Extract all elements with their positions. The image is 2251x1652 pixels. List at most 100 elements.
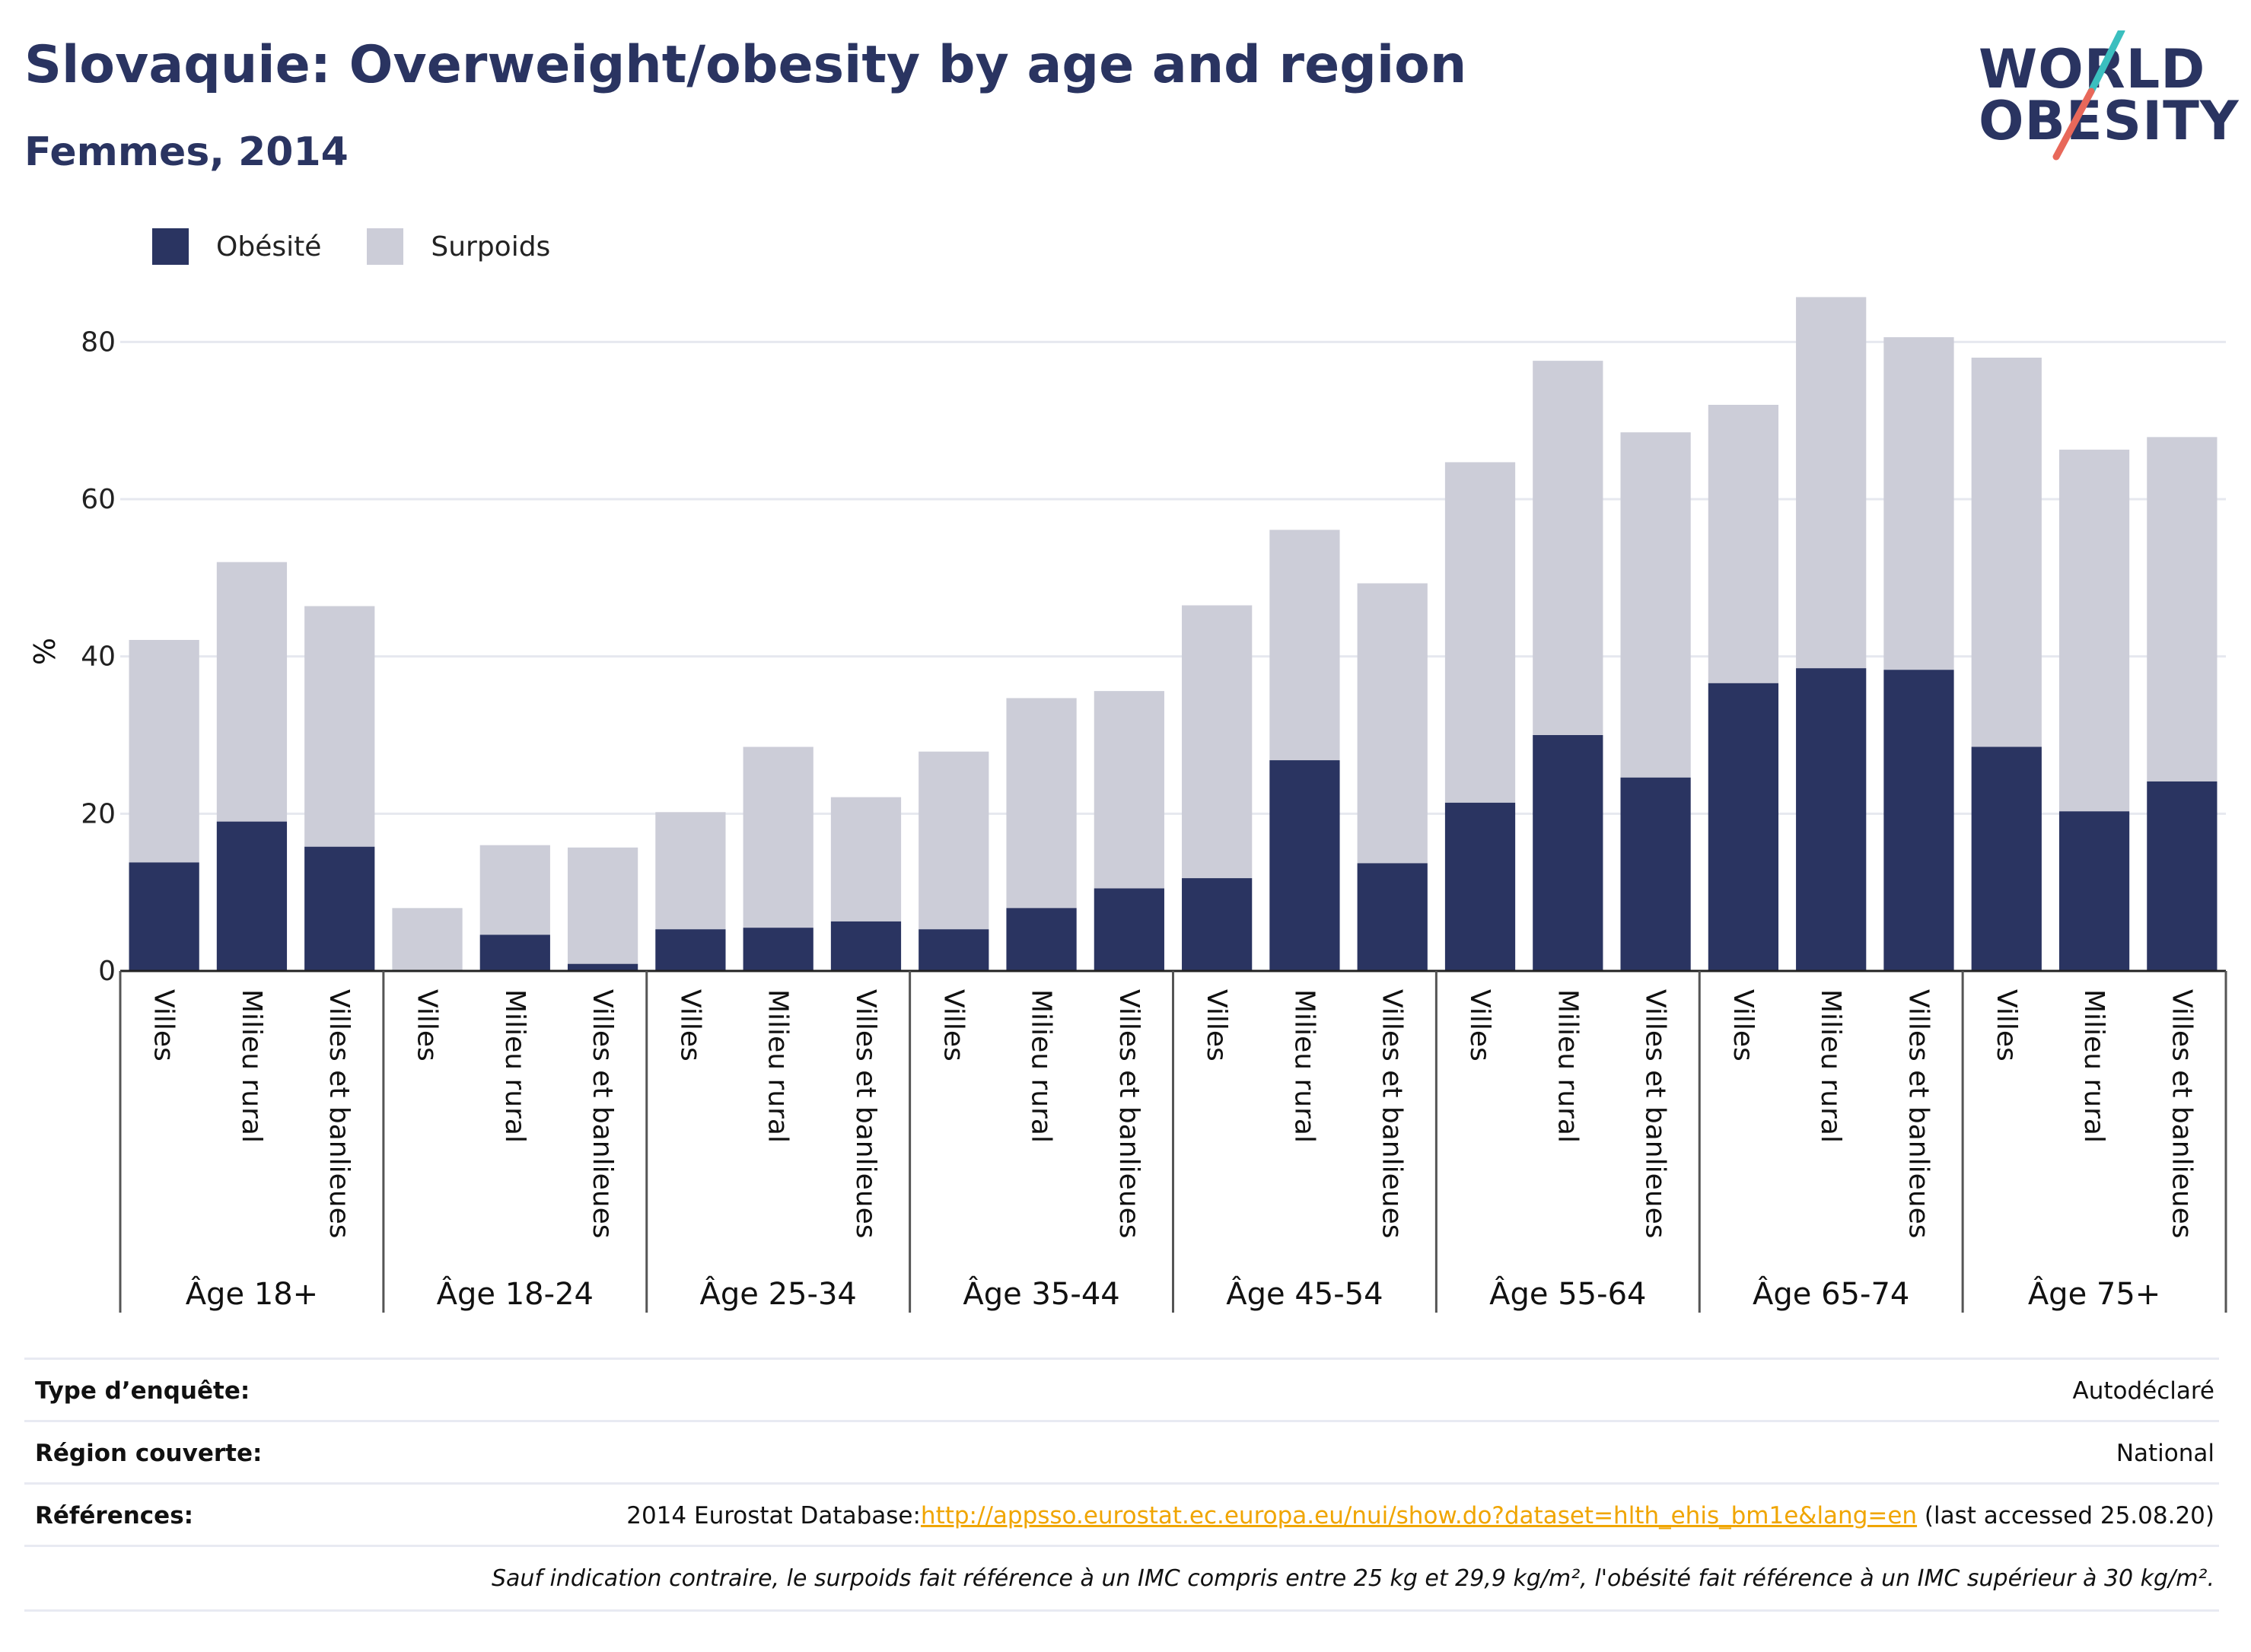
bar-obesite — [1006, 908, 1077, 971]
x-category-label: Villes — [1464, 989, 1495, 1062]
bar-obesite — [743, 928, 813, 971]
x-group-label: Âge 65-74 — [1753, 1275, 1909, 1312]
x-category-label: Milieu rural — [499, 989, 530, 1143]
bar-surpoids — [567, 847, 638, 964]
x-group-label: Âge 45-54 — [1226, 1275, 1383, 1312]
bar-obesite — [1182, 878, 1253, 971]
bar-surpoids — [1269, 530, 1340, 761]
x-group-label: Âge 75+ — [2028, 1275, 2161, 1312]
legend-swatch-surpoids — [367, 228, 404, 265]
bar-surpoids — [1883, 337, 1954, 670]
y-tick-label: 80 — [81, 326, 116, 358]
bar-surpoids — [2058, 449, 2130, 812]
bar-surpoids — [1182, 605, 1253, 879]
chart-legend: Obésité Surpoids — [152, 227, 596, 266]
bar-obesite — [2147, 781, 2218, 971]
legend-item-surpoids[interactable]: Surpoids — [367, 228, 550, 265]
x-category-label: Milieu rural — [2078, 989, 2109, 1143]
bar-obesite — [479, 934, 550, 971]
legend-swatch-obesite — [152, 228, 189, 265]
bar-surpoids — [1094, 691, 1164, 889]
bar-surpoids — [1006, 698, 1077, 909]
bar-surpoids — [2147, 437, 2218, 781]
logo-line-2: OBESITY — [1979, 90, 2240, 152]
info-row-survey: Type d’enquête: Autodéclaré — [24, 1358, 2219, 1422]
bar-obesite — [304, 846, 375, 971]
x-group-label: Âge 35-44 — [963, 1275, 1119, 1312]
bar-surpoids — [1620, 432, 1691, 778]
bar-surpoids — [1357, 583, 1428, 864]
bar-surpoids — [1533, 361, 1603, 735]
bar-surpoids — [830, 797, 902, 921]
bar-surpoids — [1444, 462, 1516, 803]
survey-type-label: Type d’enquête: — [35, 1377, 250, 1405]
references-suffix: (last accessed 25.08.20) — [1917, 1502, 2214, 1529]
world-obesity-logo: WORLD OBESITY — [1979, 30, 2239, 167]
references-label: Références: — [35, 1502, 194, 1529]
bar-surpoids — [1971, 358, 2042, 747]
bar-obesite — [1094, 888, 1164, 971]
y-tick-label: 0 — [98, 956, 116, 987]
bar-surpoids — [392, 908, 463, 971]
y-axis-label: % — [28, 638, 62, 665]
x-category-label: Villes et banlieues — [323, 989, 355, 1239]
bar-surpoids — [304, 606, 375, 847]
references-link[interactable]: http://appsso.eurostat.ec.europa.eu/nui/… — [920, 1502, 1918, 1529]
x-category-label: Milieu rural — [1026, 989, 1057, 1143]
info-row-region: Région couverte: National — [24, 1420, 2219, 1485]
bar-obesite — [1269, 760, 1340, 971]
x-category-label: Milieu rural — [236, 989, 267, 1143]
x-category-label: Milieu rural — [1552, 989, 1583, 1143]
bar-obesite — [1971, 746, 2042, 971]
bar-surpoids — [655, 812, 726, 930]
bar-obesite — [1796, 668, 1867, 971]
x-group-label: Âge 18+ — [186, 1275, 319, 1312]
legend-item-obesite[interactable]: Obésité — [152, 228, 321, 265]
info-row-note: Sauf indication contraire, le surpoids f… — [24, 1545, 2219, 1612]
survey-type-value: Autodéclaré — [2072, 1377, 2214, 1405]
bar-surpoids — [129, 639, 199, 863]
definition-note: Sauf indication contraire, le surpoids f… — [491, 1564, 2214, 1592]
x-group-label: Âge 55-64 — [1489, 1275, 1646, 1312]
bar-obesite — [1357, 863, 1428, 971]
bar-obesite — [129, 862, 199, 971]
bar-obesite — [655, 929, 726, 971]
bar-surpoids — [743, 746, 813, 928]
x-category-label: Villes et banlieues — [1902, 989, 1934, 1239]
x-category-label: Villes — [412, 989, 443, 1062]
references-value: 2014 Eurostat Database:http://appsso.eur… — [626, 1502, 2219, 1529]
x-group-label: Âge 18-24 — [437, 1275, 594, 1312]
x-category-label: Milieu rural — [1815, 989, 1846, 1143]
bar-surpoids — [1796, 297, 1867, 669]
chart-subtitle: Femmes, 2014 — [24, 129, 349, 175]
legend-label-obesite: Obésité — [216, 231, 322, 263]
x-category-label: Villes — [1201, 989, 1232, 1062]
info-row-references: Références: 2014 Eurostat Database:http:… — [24, 1482, 2219, 1547]
bar-obesite — [1620, 777, 1691, 971]
x-category-label: Milieu rural — [763, 989, 794, 1143]
references-prefix: 2014 Eurostat Database: — [626, 1502, 921, 1529]
bar-obesite — [1708, 683, 1779, 971]
x-category-label: Villes et banlieues — [1640, 989, 1671, 1239]
region-label: Région couverte: — [35, 1440, 263, 1467]
bar-obesite — [1533, 735, 1603, 971]
x-category-label: Villes et banlieues — [587, 989, 618, 1239]
bar-obesite — [1883, 670, 1954, 971]
logo-slash-icon — [2052, 30, 2125, 161]
y-tick-label: 60 — [81, 484, 116, 515]
stacked-bar-chart: 0 20 40 60 80% Villes Milieu rural Villes et ba… — [28, 297, 2227, 1313]
chart-title: Slovaquie: Overweight/obesity by age and… — [24, 35, 1467, 95]
x-category-label: Villes et banlieues — [1377, 989, 1408, 1238]
bar-obesite — [216, 821, 288, 971]
bar-obesite — [1444, 802, 1516, 971]
bar-surpoids — [919, 751, 989, 930]
bar-surpoids — [1708, 405, 1779, 683]
x-category-label: Milieu rural — [1288, 989, 1320, 1143]
x-category-label: Villes — [674, 989, 705, 1062]
bar-obesite — [830, 921, 902, 971]
x-category-label: Villes et banlieues — [850, 989, 881, 1239]
legend-label-surpoids: Surpoids — [431, 231, 551, 263]
x-category-label: Villes et banlieues — [2166, 989, 2197, 1239]
bar-obesite — [2058, 811, 2130, 971]
x-category-label: Villes — [1991, 989, 2022, 1062]
